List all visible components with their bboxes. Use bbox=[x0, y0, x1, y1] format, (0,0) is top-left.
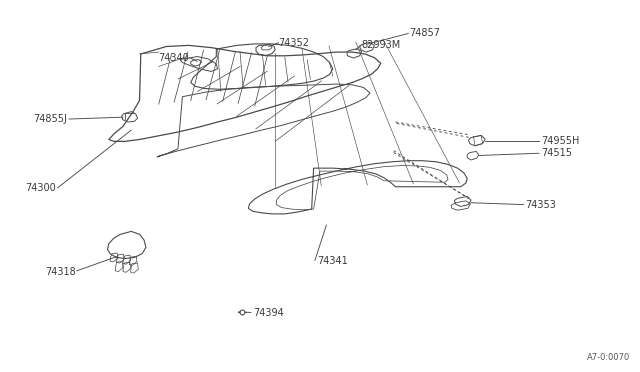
Text: 74318: 74318 bbox=[45, 267, 76, 276]
Text: 74300: 74300 bbox=[26, 183, 56, 193]
Text: 74353: 74353 bbox=[525, 201, 556, 210]
Text: 74955H: 74955H bbox=[541, 137, 579, 146]
Text: 74341: 74341 bbox=[317, 256, 348, 266]
Text: 74855J: 74855J bbox=[33, 114, 67, 124]
Text: 74340: 74340 bbox=[158, 53, 189, 62]
Text: 74352: 74352 bbox=[278, 38, 309, 48]
Text: 74857: 74857 bbox=[410, 28, 440, 38]
Text: 74394: 74394 bbox=[253, 308, 284, 318]
Text: 74515: 74515 bbox=[541, 148, 572, 157]
Text: A7-0:0070: A7-0:0070 bbox=[587, 353, 630, 362]
Text: 82993M: 82993M bbox=[362, 40, 401, 49]
